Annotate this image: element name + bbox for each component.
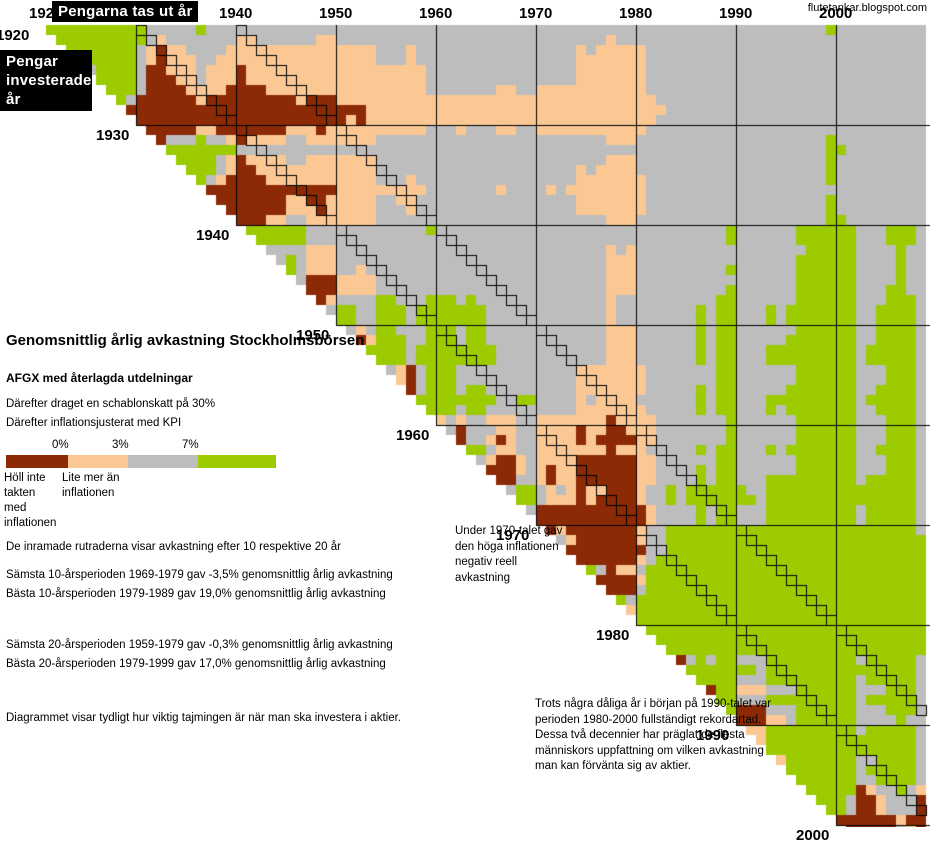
row-label-2000: 2000 [796, 827, 830, 844]
row-label-1970: 1970 [496, 527, 530, 544]
row-label-1960: 1960 [396, 427, 430, 444]
note-tax: Därefter draget en schablonskatt på 30% [6, 398, 216, 410]
col-label-1980: 1980 [619, 5, 653, 22]
note-best-20yr: Bästa 20-årsperioden 1979-1999 gav 17,0%… [6, 658, 386, 670]
note-worst-20yr: Sämsta 20-årsperioden 1959-1979 gav -0,3… [6, 639, 393, 651]
y-axis-title: Pengar investerade år [0, 50, 92, 111]
legend-band-mid [128, 455, 198, 468]
note-inflation: Därefter inflationsjusterat med KPI [6, 417, 182, 429]
legend-tick-1: 3% [112, 439, 129, 451]
row-label-1940: 1940 [196, 227, 230, 244]
note-framed-rows: De inramade rutraderna visar avkastning … [6, 541, 341, 553]
col-label-1940: 1940 [219, 5, 253, 22]
note-conclusion: Diagrammet visar tydligt hur viktig tajm… [6, 712, 401, 724]
note-worst-10yr: Sämsta 10-årsperioden 1969-1979 gav -3,5… [6, 569, 393, 581]
x-axis-title: Pengarna tas ut år [52, 1, 199, 22]
returns-heatmap [0, 0, 930, 827]
legend-caption-mid: Lite mer än inflationen [62, 472, 120, 499]
row-label-1950: 1950 [296, 327, 330, 344]
row-label-1930: 1930 [96, 127, 130, 144]
annotation-1990s: Trots några dåliga år i början på 1990-t… [535, 698, 772, 772]
legend-tick-2: 7% [182, 439, 199, 451]
col-label-1960: 1960 [419, 5, 453, 22]
legend-tick-0: 0% [52, 439, 69, 451]
row-label-1980: 1980 [596, 627, 630, 644]
chart-title: Genomsnittlig årlig avkastning Stockholm… [6, 332, 365, 349]
row-label-1920: 1920 [0, 27, 30, 44]
row-label-1990: 1990 [696, 727, 730, 744]
legend-caption-low: Höll inte takten med inflationen [4, 472, 57, 529]
col-label-1970: 1970 [519, 5, 553, 22]
col-label-2000: 2000 [819, 5, 853, 22]
col-label-1950: 1950 [319, 5, 353, 22]
chart-subtitle: AFGX med återlagda utdelningar [6, 371, 193, 385]
legend-band-low [68, 455, 128, 468]
legend-band-negative [6, 455, 68, 468]
watermark: flutetankar.blogspot.com [807, 2, 927, 14]
note-best-10yr: Bästa 10-årsperioden 1979-1989 gav 19,0%… [6, 588, 386, 600]
annotation-1970s: Under 1970-talet gav den höga inflationen… [455, 525, 563, 584]
col-label-1990: 1990 [719, 5, 753, 22]
legend-colorbar [6, 455, 276, 468]
legend-band-high [198, 455, 276, 468]
